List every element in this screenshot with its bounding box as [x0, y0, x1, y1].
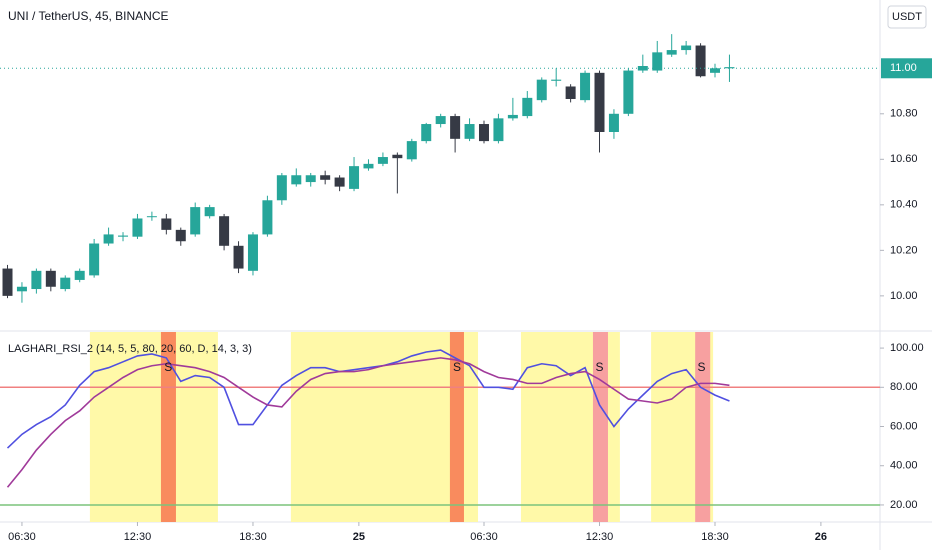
candle-body	[363, 163, 374, 169]
candle-body	[2, 268, 13, 296]
highlight-zone	[89, 332, 218, 522]
x-tick-label: 06:30	[470, 531, 498, 543]
candle-body	[681, 45, 692, 51]
candle-body	[637, 66, 648, 71]
x-tick-label: 18:30	[701, 531, 729, 543]
candle-body	[406, 141, 417, 160]
last-price-label: 11.00	[890, 62, 917, 74]
candle-body	[666, 50, 677, 55]
y-tick-label: 80.00	[890, 381, 918, 393]
candle-body	[204, 207, 215, 217]
indicator-line	[6, 357, 730, 488]
y-tick-label: 10.40	[890, 199, 918, 211]
signal-label: S	[698, 360, 706, 374]
candle-body	[262, 200, 273, 235]
candle-body	[276, 175, 287, 201]
candle-body	[478, 124, 489, 142]
x-tick-label: 26	[815, 531, 827, 543]
highlight-zone	[695, 332, 711, 522]
candle-body	[45, 270, 56, 287]
candle-body	[118, 235, 129, 237]
candle-body	[334, 177, 345, 187]
candle-body	[305, 175, 316, 183]
candle-body	[247, 234, 258, 271]
candle-body	[103, 234, 114, 244]
candle-body	[522, 97, 533, 117]
indicator-line	[6, 349, 730, 449]
candle-body	[493, 118, 504, 142]
candle-body	[594, 72, 605, 132]
x-tick-label: 25	[353, 531, 365, 543]
candle-body	[608, 113, 619, 132]
y-tick-label: 10.00	[890, 290, 918, 302]
x-tick-label: 06:30	[8, 531, 36, 543]
currency: USDT	[892, 11, 922, 23]
candle-body	[60, 277, 71, 290]
candle-body	[507, 114, 518, 119]
highlight-zone	[290, 332, 479, 522]
highlight-zone	[160, 332, 176, 522]
candle-body	[16, 286, 27, 292]
y-tick-label: 10.60	[890, 153, 918, 165]
candle-body	[320, 175, 331, 180]
candle-body	[291, 175, 302, 185]
candle-body	[623, 70, 634, 114]
y-tick-label: 10.80	[890, 108, 918, 120]
candle-body	[233, 245, 244, 269]
x-tick-label: 18:30	[239, 531, 267, 543]
candle-body	[190, 207, 201, 235]
candle-body	[435, 116, 446, 125]
y-tick-label: 60.00	[890, 420, 918, 432]
candle-body	[536, 79, 547, 101]
y-tick-label: 40.00	[890, 460, 918, 472]
highlight-zone	[592, 332, 608, 522]
candle-body	[377, 157, 388, 164]
candle-body	[349, 166, 360, 189]
signal-label: S	[453, 360, 461, 374]
last-price-badge	[881, 58, 932, 79]
candle-body	[74, 270, 85, 280]
candle-body	[175, 229, 186, 242]
candle-body	[161, 218, 172, 230]
candle-body	[219, 216, 230, 246]
candle-body	[724, 67, 735, 69]
candle-body	[551, 79, 562, 81]
candle-body	[580, 72, 591, 101]
candle-body	[31, 270, 42, 290]
candle-body	[146, 216, 157, 218]
indicator-title: LAGHARI_RSI_2 (14, 5, 5, 80, 20, 60, D, …	[8, 343, 252, 355]
signal-label: S	[595, 360, 603, 374]
candle-body	[565, 86, 576, 99]
candle-body	[710, 68, 721, 73]
candle-body	[464, 124, 475, 139]
x-tick-label: 12:30	[586, 531, 614, 543]
y-tick-label: 20.00	[890, 499, 918, 511]
x-tick-label: 12:30	[124, 531, 152, 543]
signal-label: S	[164, 360, 172, 374]
highlight-zone	[449, 332, 464, 522]
candle-body	[392, 154, 403, 159]
candle-body	[89, 243, 100, 276]
y-tick-label: 10.20	[890, 244, 918, 256]
candle-body	[132, 218, 143, 237]
y-tick-label: 100.00	[890, 342, 924, 354]
candle-body	[421, 124, 432, 142]
candle-body	[450, 116, 461, 139]
candle-body	[695, 45, 706, 77]
chart-title: UNI / TetherUS, 45, BINANCE	[8, 9, 169, 23]
currency-box[interactable]	[887, 5, 927, 29]
candle-body	[652, 52, 663, 71]
